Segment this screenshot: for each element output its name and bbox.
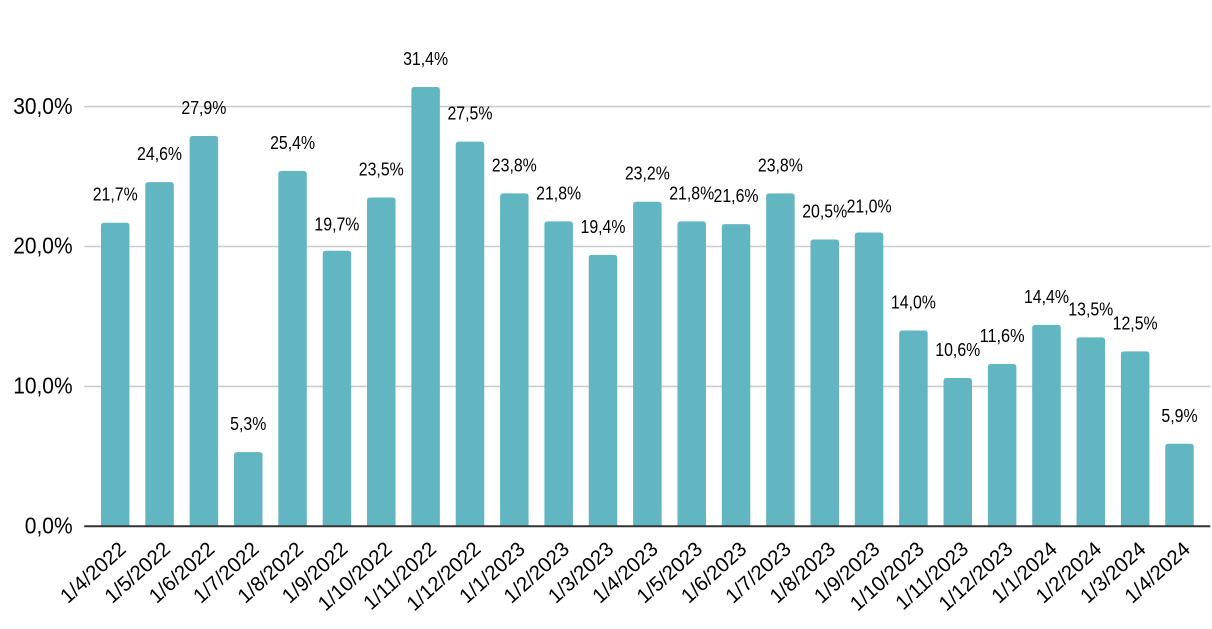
svg-text:20,0%: 20,0% — [13, 233, 72, 259]
svg-text:10,6%: 10,6% — [935, 339, 980, 360]
svg-text:13,5%: 13,5% — [1068, 298, 1113, 319]
svg-text:5,3%: 5,3% — [230, 413, 266, 434]
svg-text:20,5%: 20,5% — [802, 201, 847, 222]
svg-text:19,7%: 19,7% — [314, 214, 359, 235]
svg-text:24,6%: 24,6% — [137, 143, 182, 164]
svg-text:27,9%: 27,9% — [181, 97, 226, 118]
svg-text:21,6%: 21,6% — [714, 185, 759, 206]
svg-text:11,6%: 11,6% — [980, 325, 1025, 346]
svg-text:27,5%: 27,5% — [447, 103, 492, 124]
svg-text:23,8%: 23,8% — [492, 154, 537, 175]
svg-text:10,0%: 10,0% — [13, 373, 72, 399]
svg-text:0,0%: 0,0% — [25, 513, 73, 539]
svg-text:14,0%: 14,0% — [891, 291, 936, 312]
svg-text:19,4%: 19,4% — [581, 216, 626, 237]
svg-text:14,4%: 14,4% — [1024, 286, 1069, 307]
svg-text:21,7%: 21,7% — [93, 184, 138, 205]
svg-text:23,8%: 23,8% — [758, 154, 803, 175]
svg-text:12,5%: 12,5% — [1113, 312, 1158, 333]
svg-text:31,4%: 31,4% — [403, 48, 448, 69]
svg-text:5,9%: 5,9% — [1161, 405, 1197, 426]
svg-text:21,8%: 21,8% — [669, 182, 714, 203]
svg-text:30,0%: 30,0% — [13, 93, 72, 119]
svg-text:25,4%: 25,4% — [270, 132, 315, 153]
svg-text:21,0%: 21,0% — [847, 196, 892, 217]
svg-text:23,2%: 23,2% — [625, 163, 670, 184]
svg-text:23,5%: 23,5% — [359, 159, 404, 180]
svg-text:21,8%: 21,8% — [536, 182, 581, 203]
